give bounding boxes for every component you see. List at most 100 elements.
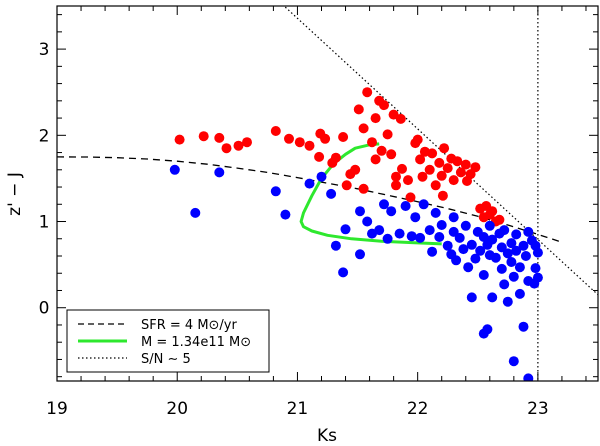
red-point	[367, 137, 377, 148]
red-point	[370, 113, 381, 124]
red-point	[439, 143, 450, 154]
blue-point	[520, 251, 531, 261]
blue-point	[530, 263, 541, 274]
red-point	[417, 171, 428, 182]
blue-point	[374, 225, 385, 236]
blue-point	[514, 262, 525, 273]
blue-point	[508, 271, 519, 282]
red-point	[214, 132, 225, 143]
blue-point	[466, 292, 477, 303]
blue-point	[518, 321, 529, 332]
blue-point	[499, 225, 510, 236]
blue-point	[451, 255, 462, 266]
red-point	[350, 164, 361, 175]
blue-point	[214, 167, 225, 178]
red-point	[386, 149, 397, 160]
blue-point	[382, 233, 393, 244]
red-point	[436, 170, 447, 181]
blue-point	[190, 207, 201, 218]
blue-point	[424, 225, 435, 236]
legend: SFR = 4 M⊙/yr M = 1.34e11 M⊙ S/N ∼ 5	[66, 309, 270, 373]
red-point	[403, 175, 413, 186]
red-point	[304, 140, 315, 151]
y-tick-label: 1	[39, 213, 50, 233]
blue-point	[304, 178, 315, 189]
red-point	[442, 163, 453, 174]
red-point	[405, 192, 416, 203]
y-tick-label: 3	[39, 40, 50, 60]
red-point	[397, 163, 407, 174]
y-axis-label: z' − J	[5, 172, 25, 216]
blue-point	[470, 253, 481, 264]
blue-point	[463, 262, 474, 273]
blue-point	[458, 244, 469, 255]
blue-point	[355, 249, 365, 260]
sn-limit-line	[283, 6, 598, 296]
blue-point	[326, 188, 337, 199]
red-point	[430, 180, 441, 191]
x-axis-label: Ks	[317, 426, 337, 446]
blue-point	[338, 267, 349, 278]
blue-point	[427, 246, 438, 257]
blue-point	[448, 212, 459, 223]
y-tick-label: 2	[39, 126, 50, 146]
blue-point	[340, 224, 351, 235]
red-point	[382, 129, 393, 140]
x-tick-label: 19	[46, 399, 68, 419]
blue-point	[506, 257, 517, 267]
red-point	[452, 156, 463, 167]
blue-point	[418, 199, 429, 210]
x-tick-label: 23	[527, 399, 549, 419]
blue-point	[436, 220, 447, 230]
red-point	[460, 159, 471, 170]
y-tick-label: 0	[39, 299, 50, 319]
blue-point	[466, 239, 477, 250]
blue-point	[415, 232, 426, 243]
plot-frame	[56, 5, 599, 382]
blue-point	[478, 232, 489, 242]
blue-point	[280, 209, 291, 220]
red-point	[284, 133, 294, 144]
blue-point	[169, 164, 180, 175]
red-point	[338, 132, 349, 142]
x-tick-label: 20	[166, 399, 188, 419]
red-point	[294, 137, 305, 148]
blue-point	[490, 252, 501, 263]
blue-point	[499, 279, 510, 290]
red-point	[379, 100, 389, 111]
legend-label-sn: S/N ∼ 5	[141, 352, 191, 367]
red-point	[427, 148, 438, 159]
red-point	[437, 190, 448, 201]
red-point	[494, 214, 505, 225]
red-point	[370, 154, 381, 165]
blue-point	[394, 228, 405, 239]
red-point	[412, 134, 423, 145]
blue-point	[362, 216, 373, 227]
red-point	[327, 157, 338, 168]
x-tick-label: 21	[287, 399, 309, 419]
red-point	[470, 162, 481, 173]
red-point	[233, 140, 244, 151]
blue-point	[511, 245, 522, 256]
red-point	[434, 157, 445, 168]
legend-label-mass: M = 1.34e11 M⊙	[141, 335, 251, 350]
blue-point	[502, 248, 513, 259]
red-point	[362, 87, 373, 98]
blue-point	[434, 232, 445, 242]
red-point	[424, 164, 435, 175]
red-point	[395, 113, 406, 124]
blue-point	[484, 220, 495, 231]
blue-point	[406, 231, 417, 242]
mass-track-curve	[299, 142, 442, 246]
blue-point	[386, 206, 397, 217]
blue-point	[442, 240, 453, 251]
blue-point	[511, 229, 522, 240]
blue-point	[523, 373, 534, 381]
blue-point	[478, 328, 489, 339]
blue-point	[330, 240, 341, 251]
red-point	[391, 171, 401, 182]
blue-point	[379, 199, 389, 210]
blue-point	[514, 288, 525, 299]
red-point	[314, 151, 325, 162]
